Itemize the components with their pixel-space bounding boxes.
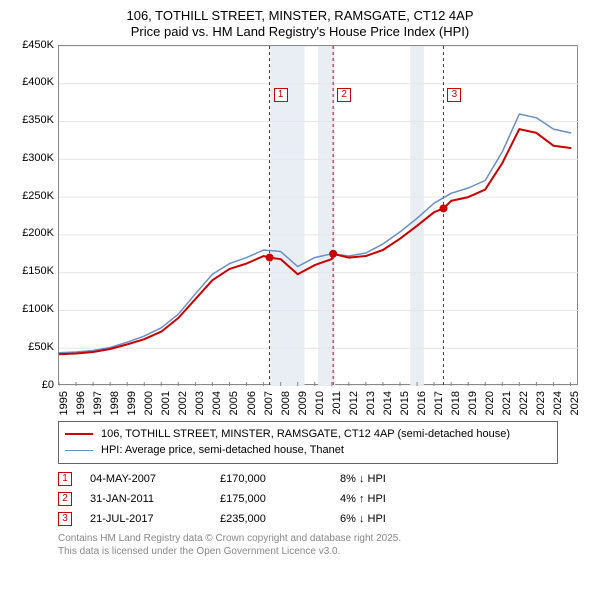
x-tick-label: 2024 [552,391,564,415]
x-tick-label: 2019 [467,391,479,415]
legend-swatch [65,450,93,451]
event-price: £175,000 [220,493,340,505]
event-marker-3: 3 [447,88,461,102]
event-row: 3 21-JUL-2017£235,0006% ↓ HPI [58,512,590,526]
event-row: 1 04-MAY-2007£170,0008% ↓ HPI [58,472,590,486]
event-price: £170,000 [220,473,340,485]
x-tick-label: 2009 [297,391,309,415]
x-tick-label: 2013 [365,391,377,415]
event-marker-box: 3 [58,512,72,526]
x-tick-label: 1998 [109,391,121,415]
y-tick-label: £300K [22,152,54,164]
y-tick-label: £450K [22,39,54,51]
legend-swatch [65,433,93,435]
y-tick-label: £150K [22,265,54,277]
x-tick-label: 2007 [263,391,275,415]
event-date: 21-JUL-2017 [90,513,220,525]
x-tick-label: 2005 [228,391,240,415]
x-tick-label: 2021 [501,391,513,415]
event-date: 31-JAN-2011 [90,493,220,505]
x-tick-label: 2022 [518,391,530,415]
x-tick-label: 2004 [211,391,223,415]
x-tick-label: 2025 [569,391,581,415]
x-tick-label: 2006 [246,391,258,415]
y-tick-label: £100K [22,303,54,315]
x-tick-label: 2003 [194,391,206,415]
chart-svg [59,46,579,386]
event-marker-box: 2 [58,492,72,506]
x-tick-label: 2014 [382,391,394,415]
x-tick-label: 2017 [433,391,445,415]
chart-area: £0 £50K £100K £150K £200K £250K £300K £350K £400… [18,45,578,415]
x-tick-label: 2015 [399,391,411,415]
legend: 106, TOTHILL STREET, MINSTER, RAMSGATE, … [58,421,558,464]
event-change: 8% ↓ HPI [340,473,460,485]
title-line-2: Price paid vs. HM Land Registry's House … [10,24,590,40]
x-tick-label: 1996 [75,391,87,415]
legend-label: HPI: Average price, semi-detached house,… [101,442,344,459]
x-axis: 1995 1996 1997 1998 1999 2000 2001 2002 2003 2004… [58,387,578,417]
y-tick-label: £200K [22,227,54,239]
x-tick-label: 1995 [58,391,70,415]
title-line-1: 106, TOTHILL STREET, MINSTER, RAMSGATE, … [10,8,590,24]
legend-item: HPI: Average price, semi-detached house,… [65,442,551,459]
event-change: 6% ↓ HPI [340,513,460,525]
footer-line-2: This data is licensed under the Open Gov… [58,545,590,558]
plot-box: 1 2 3 [58,45,578,385]
x-tick-label: 2011 [331,391,343,415]
footer: Contains HM Land Registry data © Crown c… [58,532,590,558]
x-tick-label: 2020 [484,391,496,415]
x-tick-label: 2008 [280,391,292,415]
y-axis: £0£50K£100K£150K£200K£250K£300K£350K£400… [18,45,56,385]
y-tick-label: £350K [22,114,54,126]
price-events: 1 04-MAY-2007£170,0008% ↓ HPI 2 31-JAN-2011… [58,472,590,526]
x-tick-label: 2010 [314,391,326,415]
legend-label: 106, TOTHILL STREET, MINSTER, RAMSGATE, … [101,426,510,443]
event-row: 2 31-JAN-2011£175,0004% ↑ HPI [58,492,590,506]
title-block: 106, TOTHILL STREET, MINSTER, RAMSGATE, … [10,8,590,41]
chart-container: 106, TOTHILL STREET, MINSTER, RAMSGATE, … [0,0,600,590]
y-tick-label: £400K [22,76,54,88]
x-tick-label: 2012 [348,391,360,415]
x-tick-label: 2016 [416,391,428,415]
y-tick-label: £50K [28,341,54,353]
y-tick-label: £250K [22,190,54,202]
event-change: 4% ↑ HPI [340,493,460,505]
x-tick-label: 2023 [535,391,547,415]
event-marker-2: 2 [337,88,351,102]
y-tick-label: £0 [42,379,54,391]
x-tick-label: 1999 [126,391,138,415]
event-marker-1: 1 [274,88,288,102]
event-date: 04-MAY-2007 [90,473,220,485]
x-tick-label: 2001 [160,391,172,415]
x-tick-label: 2002 [177,391,189,415]
x-tick-label: 2018 [450,391,462,415]
x-tick-label: 1997 [92,391,104,415]
legend-item: 106, TOTHILL STREET, MINSTER, RAMSGATE, … [65,426,551,443]
x-tick-label: 2000 [143,391,155,415]
event-price: £235,000 [220,513,340,525]
footer-line-1: Contains HM Land Registry data © Crown c… [58,532,590,545]
event-marker-box: 1 [58,472,72,486]
